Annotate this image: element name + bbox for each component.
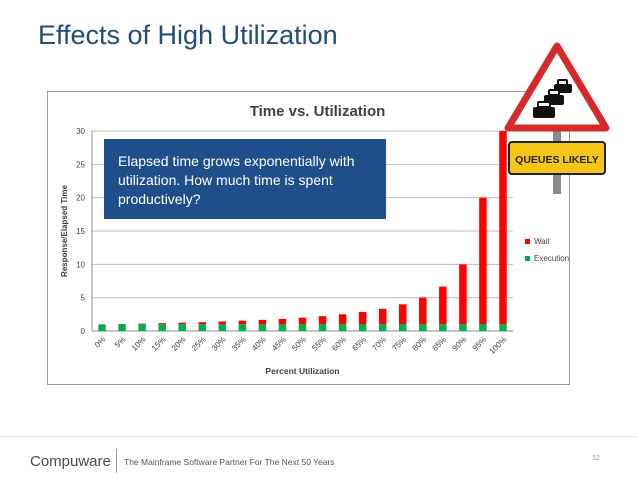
- bar-execution: [278, 324, 287, 331]
- callout-box: Elapsed time grows exponentially with ut…: [104, 139, 386, 219]
- bar-execution: [218, 324, 227, 331]
- bar-execution: [118, 324, 126, 331]
- bar-wait: [158, 323, 166, 325]
- bar-execution: [439, 324, 447, 331]
- bar-execution: [499, 324, 507, 331]
- bar-wait: [459, 264, 467, 325]
- x-tick-label: 55%: [310, 335, 328, 353]
- y-tick-label: 25: [76, 160, 85, 169]
- x-tick-label: 20%: [170, 335, 188, 353]
- bar-execution: [358, 324, 367, 331]
- x-tick-label: 45%: [270, 335, 288, 353]
- page-number: 12: [592, 455, 600, 462]
- legend-swatch: [525, 256, 530, 261]
- x-tick-label: 5%: [113, 335, 128, 350]
- x-tick-label: 85%: [431, 335, 449, 353]
- bar-wait: [358, 311, 367, 325]
- bar-wait: [378, 308, 387, 325]
- bar-execution: [298, 324, 307, 331]
- x-tick-label: 60%: [330, 335, 348, 353]
- bar-execution: [138, 324, 146, 331]
- x-tick-label: 0%: [93, 335, 108, 350]
- bar-execution: [98, 324, 106, 331]
- bar-execution: [378, 324, 387, 331]
- x-tick-label: 25%: [190, 335, 208, 353]
- brand-separator: [116, 449, 117, 473]
- slide-title: Effects of High Utilization: [38, 20, 338, 50]
- y-tick-label: 10: [76, 260, 85, 269]
- footer-tagline: The Mainframe Software Partner For The N…: [124, 457, 335, 467]
- bar-wait: [218, 321, 227, 325]
- bar-execution: [258, 324, 267, 331]
- sign-text: QUEUES LIKELY: [515, 154, 599, 166]
- chart-title: Time vs. Utilization: [250, 103, 386, 120]
- y-tick-label: 15: [76, 227, 85, 236]
- bar-wait: [298, 317, 307, 325]
- y-tick-label: 5: [81, 294, 86, 303]
- x-tick-label: 40%: [250, 335, 268, 353]
- x-tick-label: 15%: [150, 335, 168, 353]
- x-tick-label: 30%: [210, 335, 228, 353]
- bar-execution: [178, 324, 186, 331]
- bar-wait: [318, 316, 327, 325]
- bar-wait: [398, 304, 407, 325]
- y-tick-label: 0: [81, 327, 86, 336]
- bar-wait: [238, 320, 247, 325]
- sign-plate: [508, 141, 606, 175]
- y-axis-label: Response/Elapsed Time: [60, 185, 69, 277]
- bar-wait: [479, 197, 487, 325]
- bar-wait: [198, 322, 207, 325]
- bar-wait: [178, 322, 186, 325]
- bar-execution: [318, 324, 327, 331]
- bar-wait: [419, 297, 427, 325]
- brand-logo: Compuware: [30, 453, 111, 470]
- bar-execution: [198, 324, 207, 331]
- x-tick-label: 70%: [370, 335, 388, 353]
- bar-wait: [338, 314, 347, 325]
- y-tick-label: 30: [76, 127, 85, 136]
- x-tick-label: 75%: [390, 335, 408, 353]
- x-axis-label: Percent Utilization: [265, 366, 339, 376]
- x-tick-label: 80%: [411, 335, 429, 353]
- bar-execution: [398, 324, 407, 331]
- chart-container: Time vs. Utilization 0 5 10 15 20 25 30 Response…: [47, 91, 570, 385]
- bar-execution: [419, 324, 427, 331]
- x-tick-label: 65%: [350, 335, 368, 353]
- bar-wait: [258, 319, 267, 325]
- legend-swatch: [525, 239, 530, 244]
- bar-wait: [278, 318, 287, 325]
- y-tick-label: 20: [76, 194, 85, 203]
- x-tick-label: 35%: [230, 335, 248, 353]
- bar-wait: [499, 131, 507, 325]
- traffic-warning-sign-icon: QUEUES LIKELY: [504, 42, 610, 194]
- x-tick-label: 50%: [290, 335, 308, 353]
- footer-divider: [0, 436, 638, 437]
- legend-label: Wait: [534, 237, 550, 246]
- bar-execution: [479, 324, 487, 331]
- x-tick-label: 10%: [130, 335, 148, 353]
- bar-execution: [338, 324, 347, 331]
- bar-execution: [238, 324, 247, 331]
- bar-wait: [138, 323, 146, 325]
- bar-wait: [439, 286, 447, 325]
- bar-execution: [158, 324, 166, 331]
- x-tick-label: 100%: [488, 335, 509, 356]
- legend-label: Execution: [534, 254, 569, 263]
- chart-svg: Time vs. Utilization 0 5 10 15 20 25 30 Response…: [60, 103, 569, 376]
- x-tick-label: 95%: [471, 335, 489, 353]
- bar-execution: [459, 324, 467, 331]
- x-tick-label: 90%: [451, 335, 469, 353]
